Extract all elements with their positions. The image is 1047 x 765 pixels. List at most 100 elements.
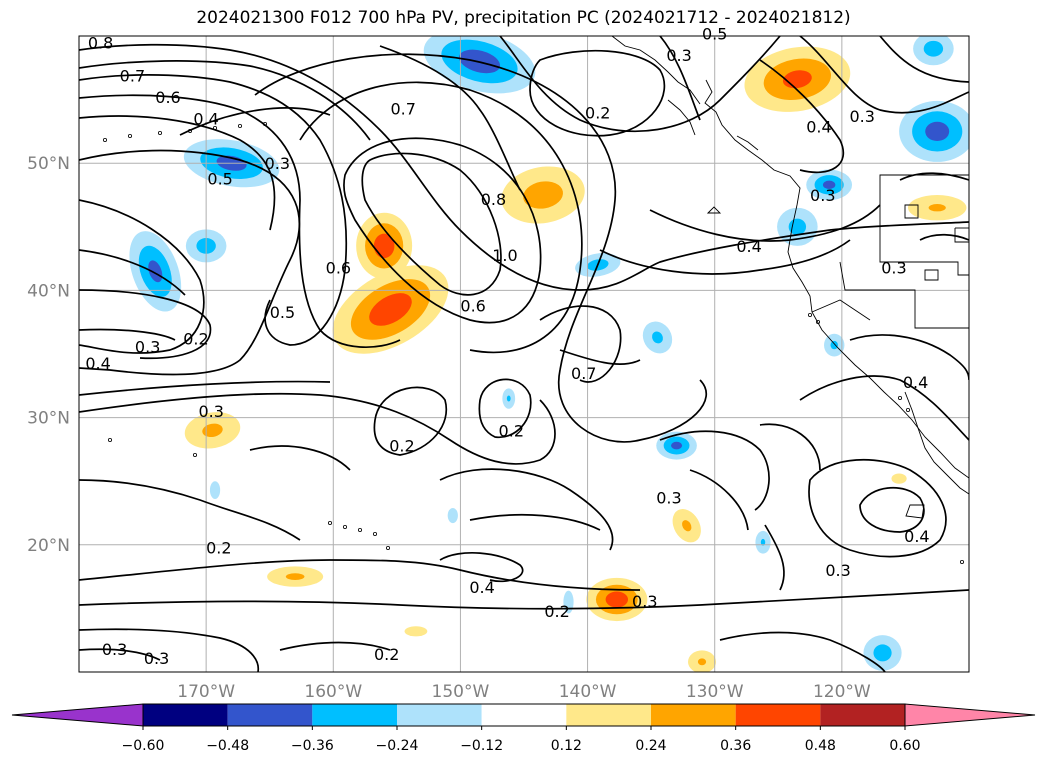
coastline xyxy=(904,204,919,219)
contour-label-2: 0.6 xyxy=(155,88,180,107)
coastline xyxy=(706,206,722,214)
contour-label-14: 0.5 xyxy=(702,24,727,43)
island xyxy=(898,395,903,400)
pv-contour-8 xyxy=(79,289,212,360)
pv-contour-34 xyxy=(439,551,524,583)
pv-contour-9 xyxy=(79,328,176,341)
island xyxy=(127,133,132,138)
pc-pos-blob-5-level-1 xyxy=(202,423,223,438)
pv-contour-7 xyxy=(79,249,186,296)
contour-label-36: 0.3 xyxy=(144,649,169,668)
pv-contour-4 xyxy=(79,115,276,231)
contour-label-25: 0.2 xyxy=(389,437,414,456)
contour-label-20: 0.2 xyxy=(183,330,208,349)
pv-contour-18 xyxy=(659,36,701,121)
island xyxy=(342,525,347,530)
island xyxy=(108,437,113,442)
pv-contour-33 xyxy=(79,589,969,610)
pv-contour-32 xyxy=(79,559,641,591)
pv-contour-43 xyxy=(79,628,260,672)
pv-contour-25 xyxy=(559,349,641,365)
pv-contour-39 xyxy=(859,486,925,533)
pc-neg-blob-24-level-1 xyxy=(652,331,663,344)
coastline xyxy=(811,299,871,321)
pv-contour-28 xyxy=(373,386,448,456)
pv-contour-35 xyxy=(659,430,770,511)
contour-label-12: 0.2 xyxy=(585,103,610,122)
pv-contour-50 xyxy=(919,233,969,241)
island xyxy=(192,452,197,457)
island xyxy=(237,124,242,129)
contour-label-29: 0.4 xyxy=(904,527,929,546)
pc-pos-blob-0-level-2 xyxy=(369,293,412,326)
pc-pos-blob-9-level-1 xyxy=(697,658,707,666)
contour-label-34: 0.3 xyxy=(825,561,850,580)
pc-pos-blob-6-level-1 xyxy=(285,573,305,580)
lat-tick-label: 50°N xyxy=(27,154,70,174)
pv-contour-1 xyxy=(79,60,371,141)
colorbar-tick-label: −0.48 xyxy=(206,738,249,754)
pc-pos-blob-4-level-1 xyxy=(928,204,946,212)
island xyxy=(816,319,821,324)
pc-neg-blob-18-level-2 xyxy=(925,121,950,141)
island xyxy=(385,546,390,551)
colorbar-bin-8 xyxy=(820,704,905,726)
pv-contour-3 xyxy=(79,94,401,348)
pv-contour-44 xyxy=(79,648,161,661)
pv-contour-2 xyxy=(79,74,348,346)
colorbar-tick-label: 0.48 xyxy=(805,738,836,754)
contour-label-19: 0.3 xyxy=(881,259,906,278)
axis-ticks: 170°W 160°W 150°W 140°W 130°W 120°W 50°N 40°N 30… xyxy=(27,154,871,702)
pv-contour-31 xyxy=(79,479,301,541)
pc-neg-blob-26-level-1 xyxy=(873,644,892,662)
pv-contour-16 xyxy=(529,49,666,137)
contour-label-35: 0.3 xyxy=(102,640,127,659)
colorbar-tick-label: 0.60 xyxy=(889,738,920,754)
pv-contour-6 xyxy=(79,199,205,354)
island xyxy=(103,137,108,142)
pc-neg-blob-29-level-0 xyxy=(563,590,574,614)
coastline xyxy=(954,228,969,243)
contour-label-33: 0.3 xyxy=(632,592,657,611)
pc-pos-blob-1-level-2 xyxy=(373,233,395,259)
contour-label-26: 0.2 xyxy=(499,421,524,440)
pv-contour-37 xyxy=(759,423,821,471)
coastline xyxy=(924,269,939,281)
island xyxy=(157,130,162,135)
contour-label-32: 0.2 xyxy=(544,602,569,621)
colorbar-bin-4 xyxy=(481,704,567,726)
pc-neg-blob-16-level-2 xyxy=(148,260,163,283)
pc-neg-blob-27-level-1 xyxy=(760,538,766,546)
colorbar-bin-7 xyxy=(735,704,821,726)
pc-neg-blob-21-level-2 xyxy=(822,180,836,190)
colorbar-tick-label: 0.24 xyxy=(635,738,666,754)
colorbar-bin-1 xyxy=(227,704,313,726)
lat-tick-label: 20°N xyxy=(27,536,70,556)
island xyxy=(357,528,362,533)
contour-label-22: 0.4 xyxy=(85,354,110,373)
pc-neg-blob-31-level-0 xyxy=(447,507,458,524)
colorbar-tick-label: −0.60 xyxy=(122,738,165,754)
pv-contour-42 xyxy=(849,334,969,381)
chart-title: 2024021300 F012 700 hPa PV, precipitatio… xyxy=(196,8,851,28)
pv-contour-47 xyxy=(249,445,351,471)
pv-contour-13 xyxy=(254,53,707,443)
pv-contour-40 xyxy=(764,524,785,591)
contour-label-30: 0.2 xyxy=(206,538,231,557)
colorbar-extend-min xyxy=(11,703,144,727)
contour-label-1: 0.7 xyxy=(120,66,145,85)
contour-label-11: 0.6 xyxy=(460,297,485,316)
contour-label-3: 0.4 xyxy=(193,110,218,129)
lat-tick-label: 30°N xyxy=(27,409,70,429)
pv-contour-5 xyxy=(79,149,301,376)
pv-contour-24 xyxy=(539,305,622,383)
contour-label-7: 0.5 xyxy=(270,303,295,322)
colorbar-tick-label: −0.36 xyxy=(291,738,334,754)
pv-contour-36 xyxy=(689,469,749,531)
contour-label-13: 0.3 xyxy=(666,46,691,65)
pv-contour-23 xyxy=(599,239,851,275)
contour-label-6: 0.6 xyxy=(326,259,351,278)
pv-contour-46 xyxy=(719,631,886,672)
pv-contour-45 xyxy=(279,641,391,651)
